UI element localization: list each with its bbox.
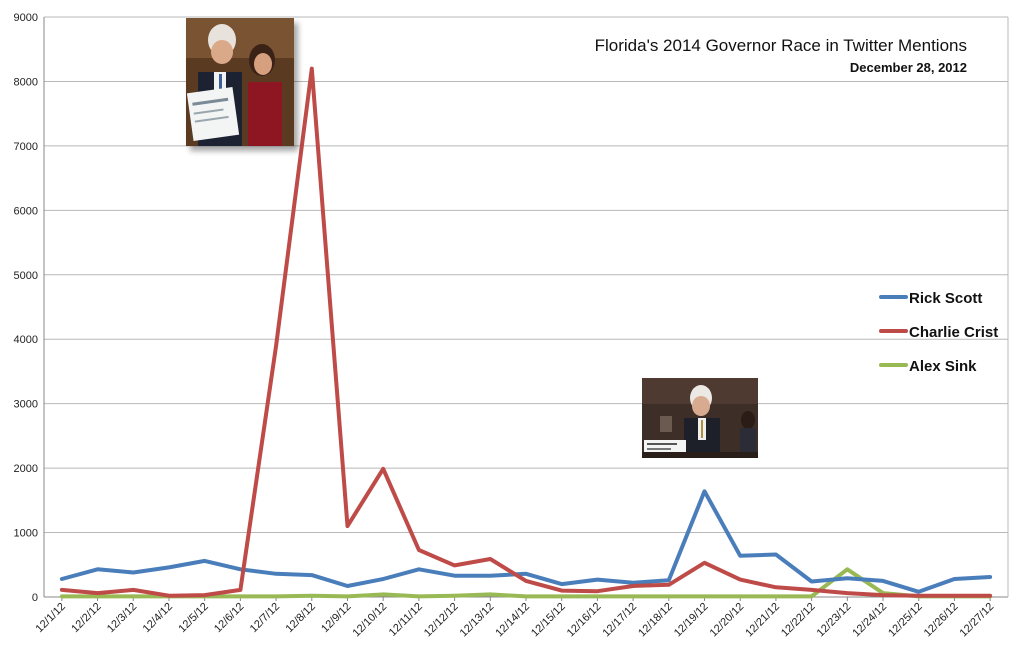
chart-subtitle: December 28, 2012 <box>850 60 967 75</box>
y-tick-label: 0 <box>32 592 38 604</box>
x-tick-label: 12/2/12 <box>69 601 103 635</box>
series-line-charlie-crist <box>59 66 993 598</box>
y-tick-label: 3000 <box>14 399 38 411</box>
x-tick-label: 12/6/12 <box>212 601 246 635</box>
y-tick-label: 7000 <box>14 141 38 153</box>
x-tick-label: 12/22/12 <box>779 601 818 640</box>
y-tick-label: 5000 <box>14 270 38 282</box>
x-tick-label: 12/20/12 <box>708 601 747 640</box>
x-tick-label: 12/16/12 <box>565 601 604 640</box>
legend-label: Alex Sink <box>909 358 977 375</box>
x-tick-label: 12/19/12 <box>672 601 711 640</box>
y-tick-label: 1000 <box>14 528 38 540</box>
series-line-rick-scott <box>59 489 993 594</box>
legend: Rick Scott Charlie Crist Alex Sink <box>879 290 998 375</box>
chart-title: Florida's 2014 Governor Race in Twitter … <box>595 36 967 55</box>
x-tick-label: 12/4/12 <box>141 601 175 635</box>
legend-label: Rick Scott <box>909 290 982 307</box>
x-tick-label: 12/8/12 <box>283 601 317 635</box>
x-tick-label: 12/1/12 <box>34 601 68 635</box>
x-tick-label: 12/5/12 <box>176 601 210 635</box>
x-tick-label: 12/3/12 <box>105 601 139 635</box>
x-tick-label: 12/14/12 <box>493 601 532 640</box>
y-tick-label: 2000 <box>14 463 38 475</box>
x-tick-label: 12/25/12 <box>886 601 925 640</box>
hearing-photo-image <box>642 378 758 458</box>
x-tick-label: 12/13/12 <box>458 601 497 640</box>
x-tick-label: 12/17/12 <box>600 601 639 640</box>
x-tick-label: 12/23/12 <box>815 601 854 640</box>
y-tick-label: 4000 <box>14 334 38 346</box>
x-tick-label: 12/9/12 <box>319 601 353 635</box>
x-tick-label: 12/11/12 <box>387 601 425 639</box>
y-tick-label: 6000 <box>14 205 38 217</box>
gridlines <box>43 16 1009 598</box>
crist-photo-image <box>186 18 294 146</box>
x-tick-label: 12/15/12 <box>529 601 568 640</box>
series-lines <box>59 66 993 599</box>
x-tick-label: 12/18/12 <box>636 601 675 640</box>
x-axis-ticks: 12/1/12 12/2/12 12/3/12 12/4/12 12/5/12 12/6/… <box>34 597 997 640</box>
legend-label: Charlie Crist <box>909 324 998 341</box>
x-tick-label: 12/7/12 <box>248 601 282 635</box>
x-tick-label: 12/24/12 <box>850 601 889 640</box>
x-tick-label: 12/21/12 <box>743 601 782 640</box>
x-tick-label: 12/10/12 <box>351 601 390 640</box>
y-axis-ticks: 0 1000 2000 3000 4000 5000 6000 7000 8000 9000 <box>14 12 38 604</box>
x-tick-label: 12/27/12 <box>958 601 997 640</box>
y-tick-label: 8000 <box>14 76 38 88</box>
x-tick-label: 12/26/12 <box>922 601 961 640</box>
y-tick-label: 9000 <box>14 12 38 24</box>
x-tick-label: 12/12/12 <box>422 601 461 640</box>
